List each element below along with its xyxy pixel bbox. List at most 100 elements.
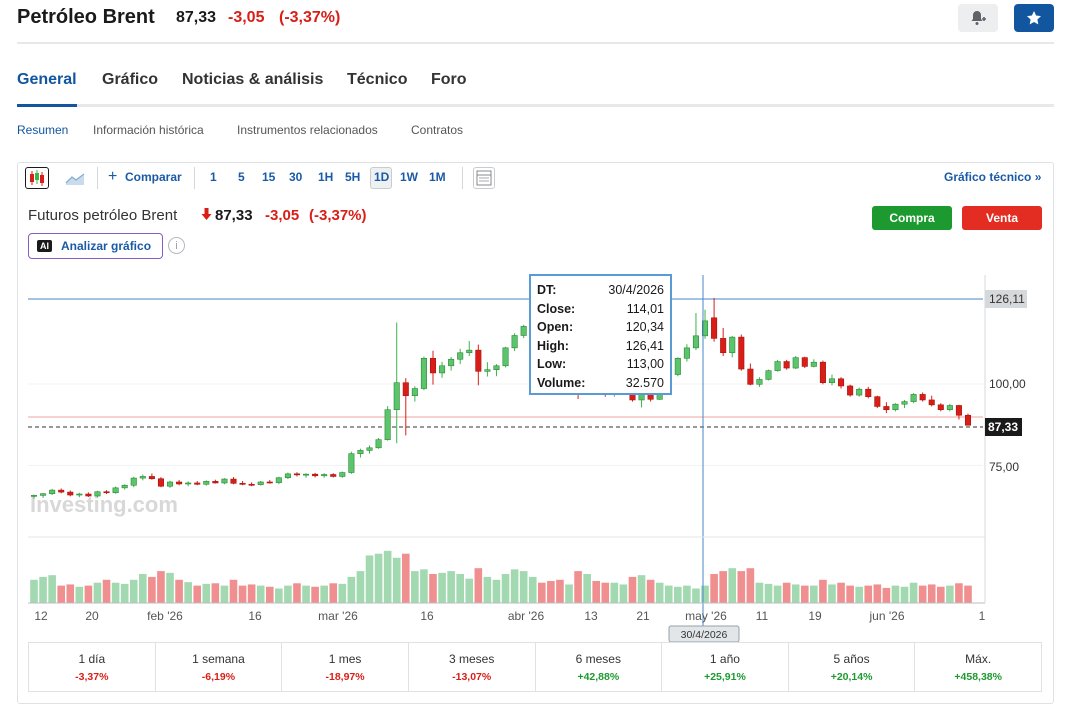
volume-bar <box>855 586 863 603</box>
tab-forum[interactable]: Foro <box>431 71 467 88</box>
chart-panel <box>17 162 1054 704</box>
volume-bar <box>166 572 174 603</box>
volume-bar <box>592 580 601 603</box>
interval-15[interactable]: 15 <box>262 170 276 184</box>
candle-body <box>747 368 754 385</box>
candle-body <box>375 439 382 449</box>
volume-bar <box>347 576 356 603</box>
volume-bar <box>710 574 718 603</box>
period-max[interactable]: Máx. +458,38% <box>915 643 1041 691</box>
subtab-summary[interactable]: Resumen <box>17 123 69 137</box>
volume-bar <box>157 571 165 603</box>
candle-body <box>692 335 699 349</box>
interval-1w[interactable]: 1W <box>400 170 418 184</box>
x-tick-label: 13 <box>584 609 598 623</box>
tooltip-key: High: <box>537 338 569 353</box>
technical-chart-link[interactable]: Gráfico técnico » <box>944 170 1042 184</box>
tooltip-row: Low: 113,00 <box>537 355 664 374</box>
volume-bar <box>30 579 38 603</box>
volume-bar <box>537 582 546 603</box>
buy-button[interactable]: Compra <box>872 206 952 230</box>
candle-body <box>828 378 836 383</box>
volume-bar <box>329 583 338 603</box>
period-1w[interactable]: 1 semana -6,19% <box>156 643 283 691</box>
toolbar-divider <box>97 167 98 189</box>
volume-bar <box>764 583 773 603</box>
x-tick-label: 19 <box>808 609 822 623</box>
candle-body <box>49 489 56 495</box>
volume-bar <box>465 578 474 603</box>
period-1y[interactable]: 1 año +25,91% <box>662 643 789 691</box>
candle-body <box>221 478 228 484</box>
area-chart-icon <box>65 173 85 185</box>
volume-bar <box>93 582 102 603</box>
x-tick-label: 20 <box>85 609 99 623</box>
star-icon <box>1027 11 1041 25</box>
interval-1m[interactable]: 1M <box>429 170 446 184</box>
tab-technical[interactable]: Técnico <box>347 71 408 88</box>
candle-body <box>883 406 890 411</box>
compare-button[interactable]: Comparar <box>125 170 182 184</box>
volume-bar <box>837 582 845 603</box>
tooltip-key: Close: <box>537 301 576 316</box>
tab-chart[interactable]: Gráfico <box>102 71 159 88</box>
volume-bar <box>583 574 591 603</box>
candle-body <box>756 379 763 385</box>
tooltip-value: 113,00 <box>626 357 664 371</box>
period-value: +25,91% <box>704 671 746 683</box>
candle-body <box>475 349 482 372</box>
volume-bar <box>628 576 637 603</box>
volume-bar <box>773 585 782 603</box>
candlestick-chart-button[interactable] <box>25 167 49 189</box>
interval-5h[interactable]: 5H <box>345 170 361 184</box>
volume-bar <box>392 557 401 603</box>
data-table-button[interactable] <box>473 167 495 189</box>
info-icon[interactable]: i <box>168 237 185 254</box>
volume-bar <box>401 553 410 603</box>
sell-button[interactable]: Venta <box>962 206 1042 230</box>
tooltip-row: Volume: 32.570 <box>537 374 664 393</box>
period-3m[interactable]: 3 meses -13,07% <box>409 643 536 691</box>
candle-body <box>765 370 772 380</box>
subtab-related[interactable]: Instrumentos relacionados <box>237 123 378 137</box>
add-to-watchlist-button[interactable] <box>1014 4 1054 32</box>
interval-5[interactable]: 5 <box>238 170 245 184</box>
volume-bar <box>356 571 365 603</box>
interval-1[interactable]: 1 <box>210 170 217 184</box>
chart-change: -3,05 <box>265 207 300 224</box>
period-1m[interactable]: 1 mes -18,97% <box>282 643 409 691</box>
interval-30[interactable]: 30 <box>289 170 303 184</box>
volume-bar <box>429 574 437 603</box>
volume-bar <box>528 576 537 603</box>
instrument-title: Petróleo Brent <box>17 6 155 28</box>
candle-body <box>457 352 464 360</box>
period-1d[interactable]: 1 día -3,37% <box>29 643 156 691</box>
interval-1h[interactable]: 1H <box>318 170 334 184</box>
volume-bar <box>810 585 818 603</box>
candle-body <box>67 491 74 496</box>
tab-news-analysis[interactable]: Noticias & análisis <box>182 71 324 88</box>
volume-bar <box>438 572 446 603</box>
subtab-contracts[interactable]: Contratos <box>411 123 464 137</box>
tooltip-key: Low: <box>537 357 567 371</box>
tab-general[interactable]: General <box>17 71 77 88</box>
period-5y[interactable]: 5 años +20,14% <box>789 643 916 691</box>
analyze-chart-button[interactable]: AI Analizar gráfico <box>28 233 163 259</box>
interval-1d[interactable]: 1D <box>374 170 390 184</box>
candle-body <box>466 349 473 354</box>
volume-bar <box>365 555 374 603</box>
add-alert-button[interactable] <box>958 4 998 32</box>
volume-bar <box>955 583 963 603</box>
area-chart-button[interactable] <box>64 169 86 192</box>
subtab-historical[interactable]: Información histórica <box>93 123 204 137</box>
volume-bar <box>193 585 202 603</box>
candle-body <box>257 481 264 485</box>
y-tick-label: 75,00 <box>989 460 1019 474</box>
tooltip-value: 30/4/2026 <box>608 283 664 297</box>
volume-bar <box>909 582 918 603</box>
period-performance-bar: 1 día -3,37% 1 semana -6,19% 1 mes -18,97% … <box>28 642 1042 692</box>
x-tick-label: mar '26 <box>318 609 358 623</box>
volume-bar <box>420 569 428 603</box>
period-6m[interactable]: 6 meses +42,88% <box>536 643 663 691</box>
